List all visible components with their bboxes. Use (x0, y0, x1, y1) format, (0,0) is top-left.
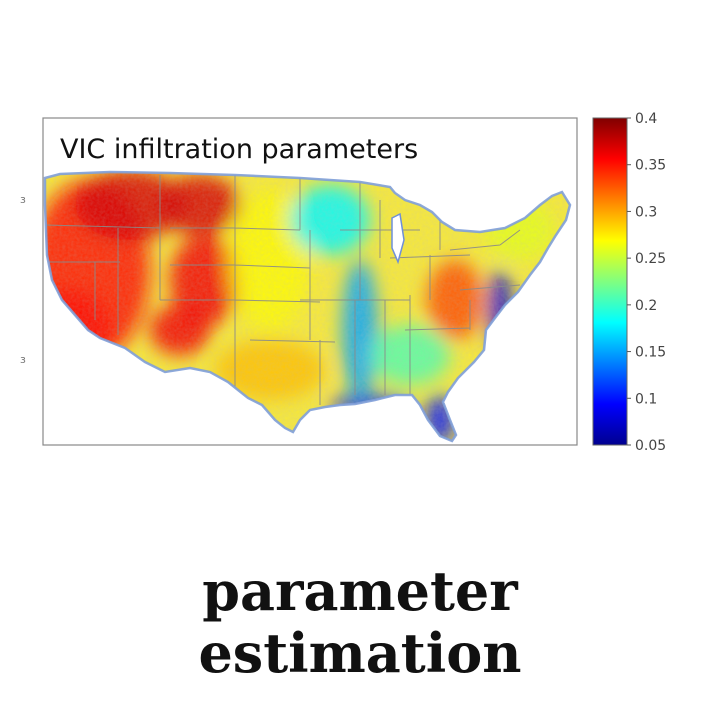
colorbar-tick-label: 0.15 (635, 345, 666, 361)
map-figure: 0.4 0.35 0.3 0.25 0.2 0.15 0.1 0.05 VIC infiltr… (20, 111, 666, 454)
lake-michigan (391, 212, 405, 265)
colorbar-ticks: 0.4 0.35 0.3 0.25 0.2 0.15 0.1 0.05 (627, 111, 666, 454)
caption-line-2: estimation (198, 621, 522, 685)
colorbar-tick-label: 0.3 (635, 204, 657, 220)
caption: parameter estimation (0, 560, 720, 684)
edge-mark-upper: ɜ (20, 193, 26, 206)
edge-mark-lower: ɜ (20, 353, 26, 366)
colorbar-tick-label: 0.2 (635, 298, 657, 314)
map-title: VIC infiltration parameters (60, 134, 418, 165)
colorbar-tick-label: 0.25 (635, 251, 666, 267)
colorbar-tick-label: 0.4 (635, 111, 657, 127)
caption-line-1: parameter (202, 559, 518, 623)
state-borders (45, 175, 521, 405)
colorbar-tick-label: 0.1 (635, 391, 657, 407)
colorbar-tick-label: 0.05 (635, 438, 666, 454)
colorbar (592, 117, 628, 446)
colorbar-tick-label: 0.35 (635, 158, 666, 174)
